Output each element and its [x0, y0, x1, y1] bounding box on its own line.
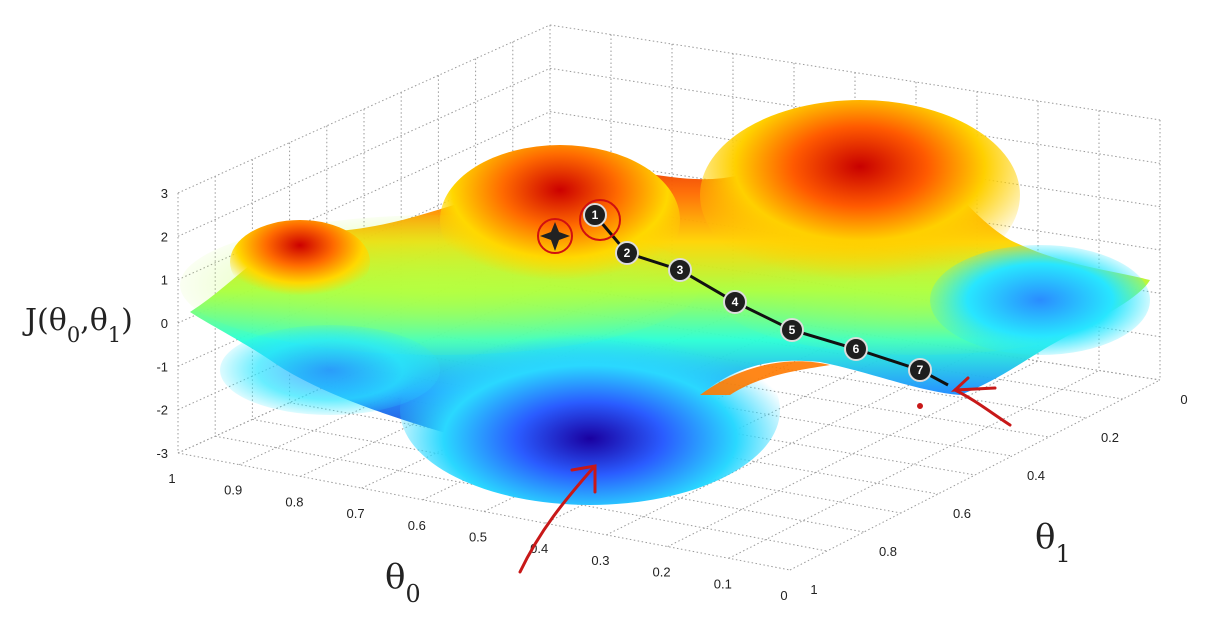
x-tick-label: 0.6: [408, 518, 426, 533]
y-tick-label: 0: [1180, 392, 1187, 407]
step-marker: [908, 358, 932, 382]
x-tick-label: 0: [780, 588, 787, 603]
minimum-arrow: [518, 464, 597, 574]
x-tick-label: 0.5: [469, 530, 487, 545]
step-marker: [844, 337, 868, 361]
y-tick-label: 1: [810, 582, 817, 597]
x-tick-label: 0.2: [653, 565, 671, 580]
grid-line-floor-a: [667, 360, 1039, 548]
grid-line-left-wall-h: [177, 67, 551, 237]
x-axis-ticks: 10.90.80.70.60.50.40.30.20.10: [168, 471, 787, 603]
step-label: 7: [917, 363, 924, 377]
peak-left-ridge: [230, 220, 370, 304]
step-marker: [668, 258, 692, 282]
end-arrow-shaft: [953, 388, 1012, 427]
x-tick-label: 0.7: [347, 506, 365, 521]
step-label: 4: [732, 295, 739, 309]
valley-left: [220, 325, 440, 415]
x-tick-label: 0.8: [285, 494, 303, 509]
x-tick-label: 1: [168, 471, 175, 486]
z-tick-label: 1: [161, 273, 168, 288]
z-tick-label: 0: [161, 316, 168, 331]
step-marker: [723, 290, 747, 314]
step-label: 6: [853, 342, 860, 356]
z-tick-label: 3: [161, 186, 168, 201]
valley-front: [400, 315, 780, 505]
gradient-descent-path: 1 2 3 4 5 6 7: [583, 203, 949, 387]
cost-surface: [180, 100, 1150, 505]
step-marker: [780, 318, 804, 342]
grid-line-floor-a: [789, 379, 1161, 571]
z-axis-title: J(θ0,θ1): [22, 303, 133, 347]
y-tick-label: 0.2: [1101, 430, 1119, 445]
red-dot: [917, 403, 923, 409]
y-axis-title: θ1: [1035, 517, 1071, 568]
grid-line-floor-b: [401, 351, 1013, 457]
z-axis-ticks: 3 2 1 0 -1 -2 -3: [156, 186, 168, 461]
star-icon: [540, 222, 570, 251]
start-circle: [537, 218, 573, 254]
end-arrow-head: [950, 376, 997, 392]
y-tick-label: 0.8: [879, 544, 897, 559]
z-tick-label: -2: [156, 403, 168, 418]
step-label: 5: [789, 323, 796, 337]
min-arrow-head: [570, 464, 597, 494]
y-tick-label: 0.6: [953, 506, 971, 521]
step-label: 2: [624, 246, 631, 260]
valley-right: [930, 245, 1150, 355]
x-tick-label: 0.3: [591, 553, 609, 568]
step1-highlight-circle: [579, 199, 621, 241]
grid-line-floor-a: [728, 370, 1100, 559]
min-arrow-shaft: [518, 466, 595, 574]
y-axis-ticks: 0 0.2 0.4 0.6 0.8 1: [810, 392, 1187, 597]
step-label: 3: [677, 263, 684, 277]
y-tick-label: 0.4: [1027, 468, 1045, 483]
x-axis-title: θ0: [385, 557, 421, 608]
fold-ridge: [700, 361, 830, 395]
z-tick-label: -3: [156, 446, 168, 461]
step-marker: [615, 241, 639, 265]
step-marker: [583, 203, 607, 227]
x-tick-label: 0.9: [224, 483, 242, 498]
peak-back-right: [700, 100, 1020, 290]
path-end-arrow: [917, 376, 1012, 427]
start-star-marker: [537, 218, 573, 254]
grid-line-floor-b: [363, 368, 976, 476]
z-tick-label: -1: [156, 359, 168, 374]
z-tick-label: 2: [161, 229, 168, 244]
x-tick-label: 0.1: [714, 576, 732, 591]
grid-line-floor-b: [326, 385, 939, 495]
step-label: 1: [592, 208, 599, 222]
